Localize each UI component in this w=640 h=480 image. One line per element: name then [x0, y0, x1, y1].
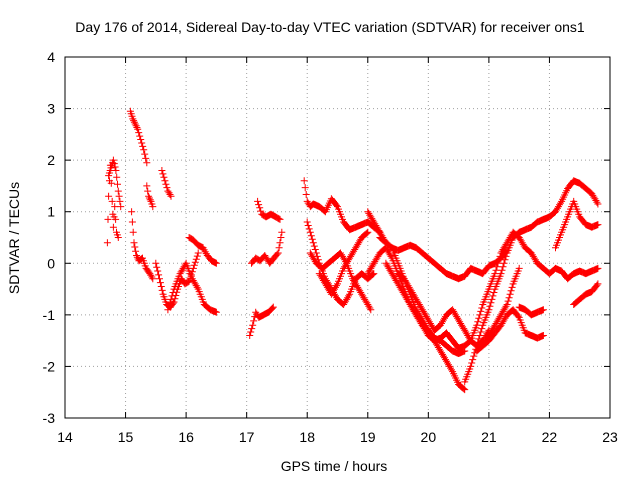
x-tick-label: 14	[57, 429, 73, 445]
x-tick-label: 23	[602, 429, 618, 445]
data-point-markers	[552, 197, 602, 252]
y-axis-title: SDTVAR / TECUs	[6, 182, 22, 294]
data-point-markers	[105, 156, 125, 211]
series-arc-06	[158, 167, 175, 200]
x-tick-label: 18	[299, 429, 315, 445]
plot-border	[64, 56, 611, 419]
series-arc-13	[300, 177, 384, 236]
data-point-markers	[246, 303, 277, 339]
x-axis-title: GPS time / hours	[281, 458, 388, 474]
series-arc-10	[246, 303, 277, 339]
data-point-markers	[394, 270, 493, 350]
data-point-markers	[515, 303, 547, 319]
x-tick-label: 17	[239, 429, 255, 445]
series-arc-03	[126, 107, 151, 167]
series-arc-01	[103, 161, 122, 247]
series-arc-05	[143, 182, 157, 211]
series-arc-08	[164, 259, 220, 316]
chart-title: Day 176 of 2014, Sidereal Day-to-day VTE…	[75, 19, 585, 35]
data-point-markers	[382, 259, 475, 352]
data-point-markers	[254, 197, 284, 223]
series-arc-20	[382, 259, 475, 352]
y-tick-label: -3	[43, 410, 56, 426]
series-arc-15	[306, 249, 375, 314]
data-point-markers	[103, 161, 122, 247]
data-point-markers	[306, 249, 375, 314]
data-point-markers	[570, 280, 602, 308]
series-arc-26	[515, 303, 547, 319]
data-point-markers	[128, 208, 157, 283]
x-tick-label: 16	[178, 429, 194, 445]
data-point-markers	[185, 234, 220, 267]
x-tick-label: 22	[542, 429, 558, 445]
y-tick-label: 4	[47, 49, 55, 65]
y-tick-label: 2	[47, 152, 55, 168]
series-arc-21	[394, 270, 493, 350]
series-arc-04	[128, 208, 157, 283]
series-arc-02	[105, 156, 125, 211]
series-arc-09	[185, 234, 220, 267]
y-tick-label: -1	[43, 307, 56, 323]
data-point-markers	[126, 107, 151, 167]
series-arc-16	[315, 228, 372, 298]
series-layer	[103, 107, 602, 394]
data-point-markers	[467, 228, 602, 345]
data-point-markers	[315, 228, 372, 298]
x-tick-label: 21	[481, 429, 497, 445]
y-tick-label: 0	[47, 255, 55, 271]
data-point-markers	[158, 167, 175, 200]
data-point-markers	[461, 177, 602, 386]
x-tick-label: 20	[421, 429, 437, 445]
data-point-markers	[143, 182, 157, 211]
series-arc-12	[254, 197, 284, 223]
grid-layer	[65, 57, 610, 418]
data-point-markers	[479, 306, 547, 350]
y-tick-label: -2	[43, 358, 56, 374]
series-arc-11	[248, 228, 286, 267]
data-point-markers	[300, 177, 384, 236]
x-tick-label: 19	[360, 429, 376, 445]
data-point-markers	[164, 259, 220, 316]
y-tick-label: 1	[47, 204, 55, 220]
series-arc-22	[461, 177, 602, 386]
x-tick-label: 15	[118, 429, 134, 445]
series-arc-23	[467, 228, 602, 345]
y-tick-label: 3	[47, 101, 55, 117]
series-arc-28	[570, 280, 602, 308]
series-arc-25	[479, 306, 547, 350]
series-arc-27	[552, 197, 602, 252]
data-point-markers	[248, 228, 286, 267]
